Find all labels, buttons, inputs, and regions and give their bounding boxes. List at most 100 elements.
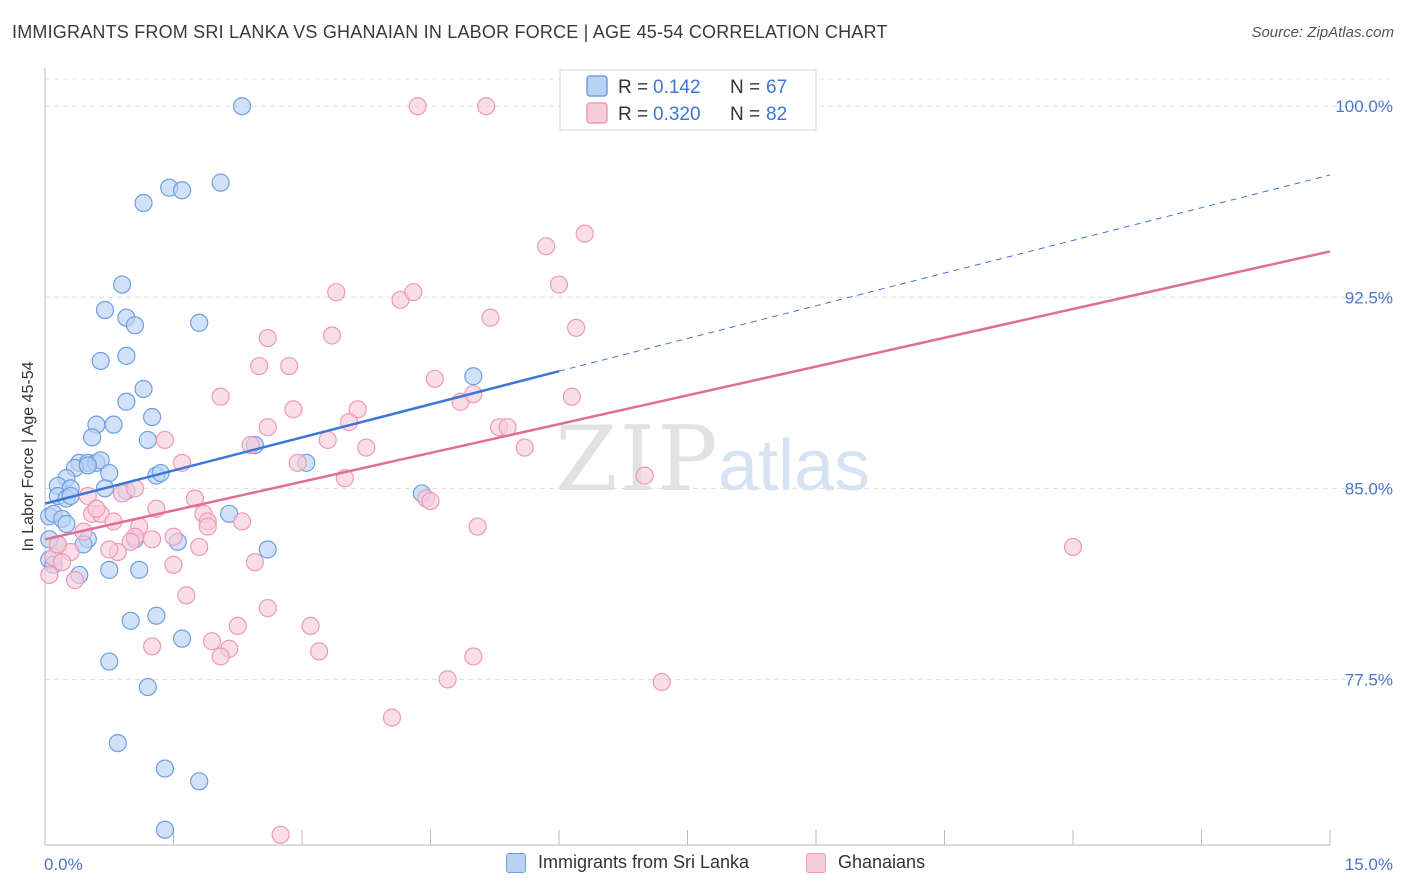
data-point (190, 537, 209, 557)
data-point (53, 553, 72, 572)
data-point (155, 759, 175, 778)
data-point (121, 611, 140, 630)
data-point (198, 517, 217, 536)
inset-legend-r-value: 0.320 (653, 104, 701, 125)
data-point (65, 570, 85, 590)
data-point (100, 560, 119, 579)
data-point (117, 346, 136, 365)
inset-legend-n-label: N = (730, 104, 760, 125)
trendline-sri-lanka-extension (558, 174, 1331, 372)
data-point (318, 430, 337, 450)
data-point (562, 387, 581, 406)
data-point (438, 670, 457, 689)
y-tick-label: 100.0% (1335, 97, 1393, 116)
inset-legend-n-value: 82 (766, 104, 787, 125)
data-point (134, 193, 153, 213)
data-point (164, 555, 183, 574)
data-point (515, 438, 534, 457)
x-tick-label-left: 0.0% (44, 855, 83, 874)
data-point (652, 672, 671, 692)
data-point (87, 499, 106, 518)
x-tick-label-right: 15.0% (1345, 855, 1393, 874)
data-point (155, 820, 175, 839)
data-point (211, 173, 230, 192)
data-point (130, 560, 149, 579)
data-point (250, 356, 269, 376)
data-point (100, 463, 119, 483)
legend-swatch-sri-lanka (506, 852, 526, 873)
data-point (464, 367, 483, 386)
data-point (57, 514, 76, 534)
data-point (100, 540, 119, 559)
inset-legend-swatch (586, 75, 608, 97)
data-point (425, 369, 444, 388)
data-point (95, 300, 115, 320)
data-point (258, 598, 277, 618)
data-point (40, 565, 59, 585)
data-point (549, 275, 569, 294)
y-tick-label: 77.5% (1345, 670, 1393, 689)
data-point (567, 318, 586, 337)
data-point (408, 97, 427, 116)
trendline-ghanaians (44, 250, 1331, 541)
data-point (421, 491, 440, 511)
data-point (211, 387, 230, 406)
data-point (477, 97, 496, 116)
data-point (142, 530, 162, 549)
data-point (142, 637, 162, 656)
inset-legend: R = 0.142 N = 67 R = 0.320 N = 82 (559, 69, 817, 131)
legend-label-sri-lanka: Immigrants from Sri Lanka (538, 852, 750, 872)
data-point (232, 512, 252, 531)
data-point (112, 275, 132, 294)
inset-legend-r-label: R = (618, 104, 648, 125)
inset-legend-n-value: 67 (766, 77, 787, 98)
data-point (83, 428, 102, 447)
data-point (1063, 537, 1083, 557)
data-point (190, 772, 209, 791)
data-point (142, 407, 162, 427)
y-tick-label: 85.0% (1345, 479, 1393, 498)
data-point (172, 181, 192, 200)
inset-legend-n-label: N = (730, 77, 760, 98)
watermark-zip: ZIP (555, 407, 720, 512)
data-point (258, 328, 277, 348)
data-point (185, 489, 205, 508)
data-point (228, 616, 247, 636)
trendline-sri-lanka (44, 369, 560, 505)
legend-item-ghanaians: Ghanaians (806, 852, 925, 873)
data-point (288, 453, 307, 472)
data-point (357, 438, 376, 457)
data-point (190, 313, 209, 332)
data-point (108, 733, 127, 753)
inset-legend-r-value: 0.142 (653, 77, 701, 98)
data-point (202, 632, 222, 651)
data-point (348, 400, 367, 419)
data-point (100, 652, 119, 671)
chart-title: IMMIGRANTS FROM SRI LANKA VS GHANAIAN IN… (12, 22, 888, 42)
data-point (125, 316, 145, 335)
data-point (280, 356, 299, 376)
data-point (575, 224, 594, 243)
bottom-legend: Immigrants from Sri Lanka Ghanaians (0, 852, 1406, 880)
data-point (138, 677, 157, 697)
data-point (121, 532, 140, 551)
data-point (245, 553, 264, 572)
data-point (271, 825, 290, 844)
series-0 (40, 97, 483, 839)
data-point (164, 527, 183, 546)
data-point (258, 540, 277, 559)
data-point (635, 466, 654, 485)
data-point (155, 430, 175, 450)
data-point (284, 400, 303, 419)
data-point (177, 586, 196, 605)
data-point (147, 606, 166, 625)
data-point (117, 392, 136, 411)
data-point (258, 418, 277, 437)
data-point (404, 283, 423, 302)
legend-label-ghanaians: Ghanaians (838, 852, 926, 872)
data-point (464, 647, 483, 666)
data-point (104, 415, 123, 434)
legend-item-sri-lanka: Immigrants from Sri Lanka (506, 852, 749, 873)
data-point (134, 379, 153, 399)
data-point (310, 642, 329, 661)
